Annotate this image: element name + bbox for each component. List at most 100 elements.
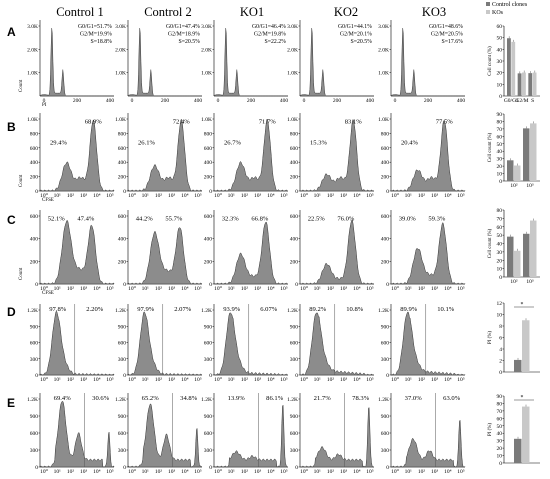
y-tick-label: 400 [30,237,39,243]
x-axis-label: CFSE [42,198,54,203]
x-tick-label: 10¹ [314,286,322,292]
bar-y-tick-label: 30 [497,59,503,65]
x-tick-label: 0 [43,98,46,104]
y-tick-label: 0 [209,465,212,471]
cell-cycle-stat: G0/G1=51.7% [78,24,112,30]
high-peak-percent: 47.4% [77,215,95,222]
bar-control [528,73,533,96]
x-tick-label: 10³ [431,469,439,475]
high-peak-percent: 68.9% [85,119,103,126]
bar-y-tick-label: 6 [499,336,502,342]
y-tick-label: 400 [118,237,127,243]
y-tick-label: 0 [295,465,298,471]
gate-right-percent: 86.1% [266,395,284,402]
gate-right-percent: 30.6% [92,395,110,402]
legend-swatch-ko [486,10,490,14]
cell-cycle-stat: S=20.5% [179,39,201,45]
x-tick-label: 10⁰ [300,285,309,292]
bar-y-tick-label: 2 [499,359,502,365]
histogram-curve [391,311,466,376]
bar-y-tick-label: 10 [497,454,503,460]
legend-swatch-control [486,2,490,6]
bar-control [517,73,522,96]
x-tick-label: 10⁴ [267,286,275,292]
x-tick-label: 10⁴ [267,193,275,199]
cell-cycle-stat: S=20.5% [351,39,373,45]
x-tick-label: 10⁰ [391,285,400,292]
histogram-curve [299,118,374,192]
y-tick-label: 900 [204,324,213,330]
x-tick-label: 10¹ [142,469,150,475]
x-tick-label: 10⁰ [128,468,137,475]
y-tick-label: 0 [35,373,38,379]
x-tick-label: 400 [280,98,289,104]
y-tick-label: 400 [290,160,299,166]
y-tick-label: 0 [295,373,298,379]
x-tick-label: 10¹ [314,377,322,383]
x-tick-label: 10⁰ [128,285,137,292]
x-tick-label: 10² [241,193,249,199]
x-tick-label: 10⁴ [444,286,452,292]
x-tick-label: 10¹ [314,193,322,199]
y-tick-label: 400 [204,237,213,243]
bar-control [514,438,522,463]
y-tick-label: 1.0K [378,117,389,123]
y-tick-label: 900 [118,414,127,420]
significance-marker: * [521,395,524,401]
x-tick-label: 10⁰ [40,468,49,475]
y-tick-label: 600 [30,214,39,220]
x-tick-label: 10² [241,377,249,383]
x-tick-label: 10⁴ [181,469,189,475]
row-letter-D: D [7,305,16,319]
y-tick-label: 600 [30,431,39,437]
y-tick-label: 600 [204,341,213,347]
x-tick-label: 10³ [254,193,262,199]
x-tick-label: 10³ [340,469,348,475]
y-tick-label: 600 [381,341,390,347]
bar-y-tick-label: 0 [499,370,502,376]
gate-left-percent: 89.9% [400,306,418,313]
x-tick-label: 10² [67,193,75,199]
y-tick-label: 300 [290,357,299,363]
x-tick-label: 10⁴ [353,377,361,383]
x-tick-label: 10² [155,286,163,292]
histogram-curve [391,120,466,192]
x-tick-label: 10⁵ [106,377,114,383]
x-tick-label: 10¹ [142,377,150,383]
x-tick-label: 10³ [340,286,348,292]
bar-y-tick-label: 40 [497,47,503,53]
bar-y-tick-label: 40 [497,149,503,155]
bar-y-tick-label: 0 [499,94,502,100]
x-tick-label: 10⁴ [444,193,452,199]
x-tick-label: 10¹ [405,286,413,292]
histogram-curve [213,221,288,285]
low-peak-percent: 32.3% [222,215,240,222]
cell-cycle-stat: G0/G1=48.6% [429,24,463,30]
y-tick-label: 600 [30,341,39,347]
x-tick-label: 10³ [254,469,262,475]
gate-left-percent: 65.2% [142,395,160,402]
bar-y-axis-label: Cell count (%) [488,228,493,258]
high-peak-percent: 76.0% [337,215,355,222]
column-title-4: KO3 [422,5,446,19]
y-tick-label: 300 [204,357,213,363]
x-tick-label: 0 [303,98,306,104]
x-tick-label: 10⁰ [300,192,309,199]
y-tick-label: 600 [204,214,213,220]
x-tick-label: 10⁰ [391,468,400,475]
y-tick-label: 200 [381,259,390,265]
column-title-1: Control 2 [144,5,192,19]
y-tick-label: 600 [290,214,299,220]
y-tick-label: 2.0K [287,47,298,53]
column-title-2: KO1 [240,5,264,19]
gate-right-percent: 63.0% [443,395,461,402]
bar-ko [522,72,526,96]
x-tick-label: 10¹ [54,377,62,383]
x-tick-label: 200 [424,98,433,104]
bar-control [523,233,530,277]
x-tick-label: 10⁴ [353,469,361,475]
y-tick-label: 400 [381,237,390,243]
